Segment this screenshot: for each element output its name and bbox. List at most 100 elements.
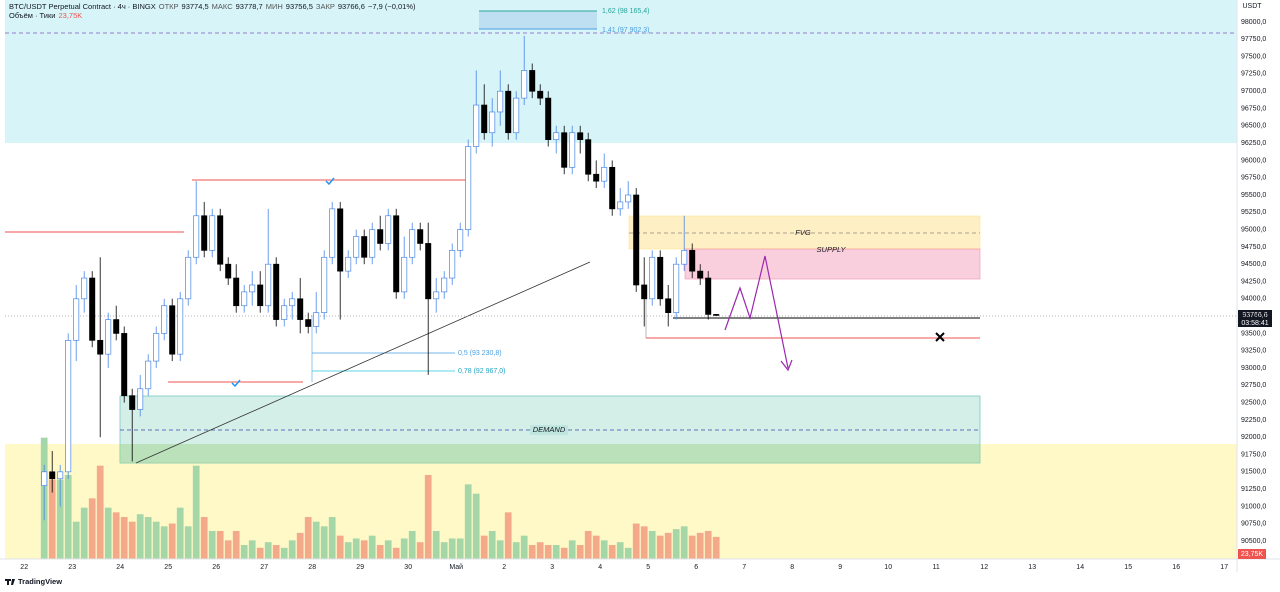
volume-bar <box>616 542 624 559</box>
demand-label: DEMAND <box>533 425 566 434</box>
currency: USDT <box>1242 3 1262 10</box>
y-tick-label: 92000,0 <box>1241 434 1266 441</box>
candle-body <box>241 291 248 307</box>
candle-body <box>633 194 640 286</box>
candle-body <box>345 256 352 272</box>
volume-bar <box>56 479 64 559</box>
volume-bar <box>384 540 392 559</box>
candle-body <box>305 319 312 327</box>
volume-bar <box>336 535 344 559</box>
x-tick-label: 27 <box>260 564 268 571</box>
volume-bar <box>712 536 720 559</box>
candle-body <box>473 104 480 147</box>
y-tick-label: 90500,0 <box>1241 538 1266 545</box>
candle-body <box>377 229 384 244</box>
y-tick-label: 96250,0 <box>1241 140 1266 147</box>
volume-bar <box>344 542 352 559</box>
candle-body <box>209 215 216 251</box>
fib-label: 1,41 (97 902,3) <box>602 27 649 34</box>
volume-bar <box>296 532 304 559</box>
fib-label: 1,62 (98 165,4) <box>602 8 649 15</box>
y-tick-label: 96500,0 <box>1241 123 1266 130</box>
brand-logo <box>5 579 15 585</box>
candle-body <box>153 333 160 362</box>
candle-body <box>697 270 704 279</box>
volume-bar <box>544 545 552 559</box>
y-tick-label: 97250,0 <box>1241 71 1266 78</box>
candle-body <box>585 139 592 175</box>
candle-body <box>609 166 616 210</box>
volume-bar <box>192 465 200 559</box>
y-tick-label: 92750,0 <box>1241 382 1266 389</box>
candle-body <box>441 277 448 293</box>
candle-body <box>321 256 328 313</box>
volume-bar <box>48 479 56 559</box>
candle-body <box>625 194 632 203</box>
volume-bar <box>664 532 672 559</box>
y-tick-label: 95000,0 <box>1241 226 1266 233</box>
demand-zone-lower <box>120 444 980 463</box>
volume-bar <box>104 507 112 559</box>
volume-bar <box>240 545 248 559</box>
volume-bar <box>576 545 584 559</box>
y-tick-label: 97000,0 <box>1241 88 1266 95</box>
volume-bar <box>120 517 128 559</box>
candle-body <box>337 208 344 272</box>
candle-body <box>465 146 472 230</box>
fvg-zone <box>628 215 981 250</box>
projection-arrow <box>724 255 793 372</box>
candle-body <box>129 395 136 410</box>
volume-bar <box>560 547 568 559</box>
volume-bar <box>512 542 520 559</box>
candle-body <box>329 208 336 258</box>
volume-bar <box>272 545 280 559</box>
fvg-label: FVG <box>795 228 811 237</box>
volume-bar <box>176 507 184 559</box>
candle-body <box>561 132 568 168</box>
change: −7,9 (−0,01%) <box>367 2 416 11</box>
volume-bar <box>352 538 360 559</box>
x-tick-label: 16 <box>1172 564 1180 571</box>
price-badge-text: 93766,6 <box>1242 312 1267 319</box>
volume-bar <box>472 493 480 559</box>
x-tick-label: 5 <box>646 564 650 571</box>
candle-body <box>705 277 712 315</box>
volume-bar <box>320 526 328 559</box>
volume-bar <box>696 532 704 559</box>
volume-bar <box>680 526 688 559</box>
y-tick-label: 97750,0 <box>1241 36 1266 43</box>
candle-body <box>81 277 88 300</box>
candle-body <box>89 277 96 341</box>
volume-bar <box>600 540 608 559</box>
volume-bar <box>632 523 640 559</box>
y-tick-label: 91750,0 <box>1241 451 1266 458</box>
candle-body <box>273 263 280 320</box>
symbol: BTC/USDT Perpetual Contract · 4ч · BINGX <box>9 2 156 11</box>
volume-bar <box>312 521 320 559</box>
volume-bar <box>256 547 264 559</box>
volume-bar <box>568 540 576 559</box>
volume-bar <box>360 540 368 559</box>
volume-bar <box>288 540 296 559</box>
volume-bar <box>96 465 104 559</box>
y-tick-label: 91500,0 <box>1241 469 1266 476</box>
y-tick-label: 97500,0 <box>1241 53 1266 60</box>
volume-bar <box>368 535 376 559</box>
volume-bar <box>536 542 544 559</box>
candle-body <box>369 229 376 258</box>
x-tick-label: 12 <box>980 564 988 571</box>
volume-bar <box>136 514 144 559</box>
volume-bar <box>224 540 232 559</box>
volume-bar <box>72 521 80 559</box>
y-tick-label: 92250,0 <box>1241 417 1266 424</box>
candle-body <box>401 256 408 293</box>
candle-body <box>689 250 696 272</box>
x-tick-label: 23 <box>68 564 76 571</box>
y-tick-label: 94250,0 <box>1241 278 1266 285</box>
volume-bar <box>152 521 160 559</box>
candle-body <box>265 263 272 307</box>
candle-body <box>713 314 720 316</box>
volume-bar <box>648 531 656 559</box>
candle-body <box>657 256 664 300</box>
